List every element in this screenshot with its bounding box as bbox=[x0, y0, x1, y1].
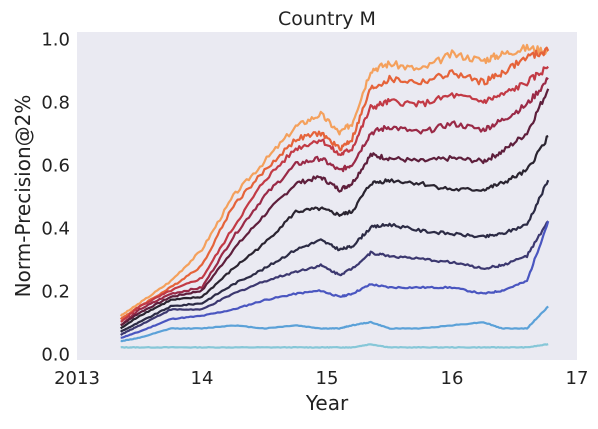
series-line-1 bbox=[119, 43, 549, 317]
plot-area bbox=[77, 32, 577, 360]
y-tick-label: 1.0 bbox=[41, 29, 70, 50]
y-tick-label: 0.4 bbox=[41, 219, 70, 240]
series-layer bbox=[119, 43, 550, 349]
x-tick-label: 2013 bbox=[54, 368, 100, 389]
x-tick-label: 15 bbox=[316, 368, 339, 389]
series-line-11 bbox=[120, 343, 549, 349]
x-axis-ticks: 2013 14 15 16 17 bbox=[54, 368, 588, 389]
series-line-8 bbox=[120, 220, 549, 336]
series-line-3 bbox=[120, 65, 549, 323]
series-line-10 bbox=[120, 305, 549, 343]
series-line-6 bbox=[119, 135, 549, 330]
y-tick-label: 0.2 bbox=[41, 282, 70, 303]
series-line-5 bbox=[120, 88, 550, 327]
y-tick-label: 0.8 bbox=[41, 92, 70, 113]
x-tick-label: 14 bbox=[191, 368, 214, 389]
y-axis-ticks: 0.0 0.2 0.4 0.6 0.8 1.0 bbox=[41, 29, 70, 365]
x-tick-label: 17 bbox=[566, 368, 589, 389]
series-line-2 bbox=[119, 46, 550, 321]
series-line-7 bbox=[120, 179, 550, 333]
x-axis-label: Year bbox=[305, 391, 349, 415]
x-tick-label: 16 bbox=[441, 368, 464, 389]
chart-title: Country M bbox=[278, 8, 376, 30]
y-tick-label: 0.0 bbox=[41, 345, 70, 366]
y-tick-label: 0.6 bbox=[41, 155, 70, 176]
series-line-9 bbox=[120, 220, 550, 339]
series-line-4 bbox=[120, 77, 549, 327]
y-axis-label: Norm-Precision@2% bbox=[11, 95, 35, 298]
